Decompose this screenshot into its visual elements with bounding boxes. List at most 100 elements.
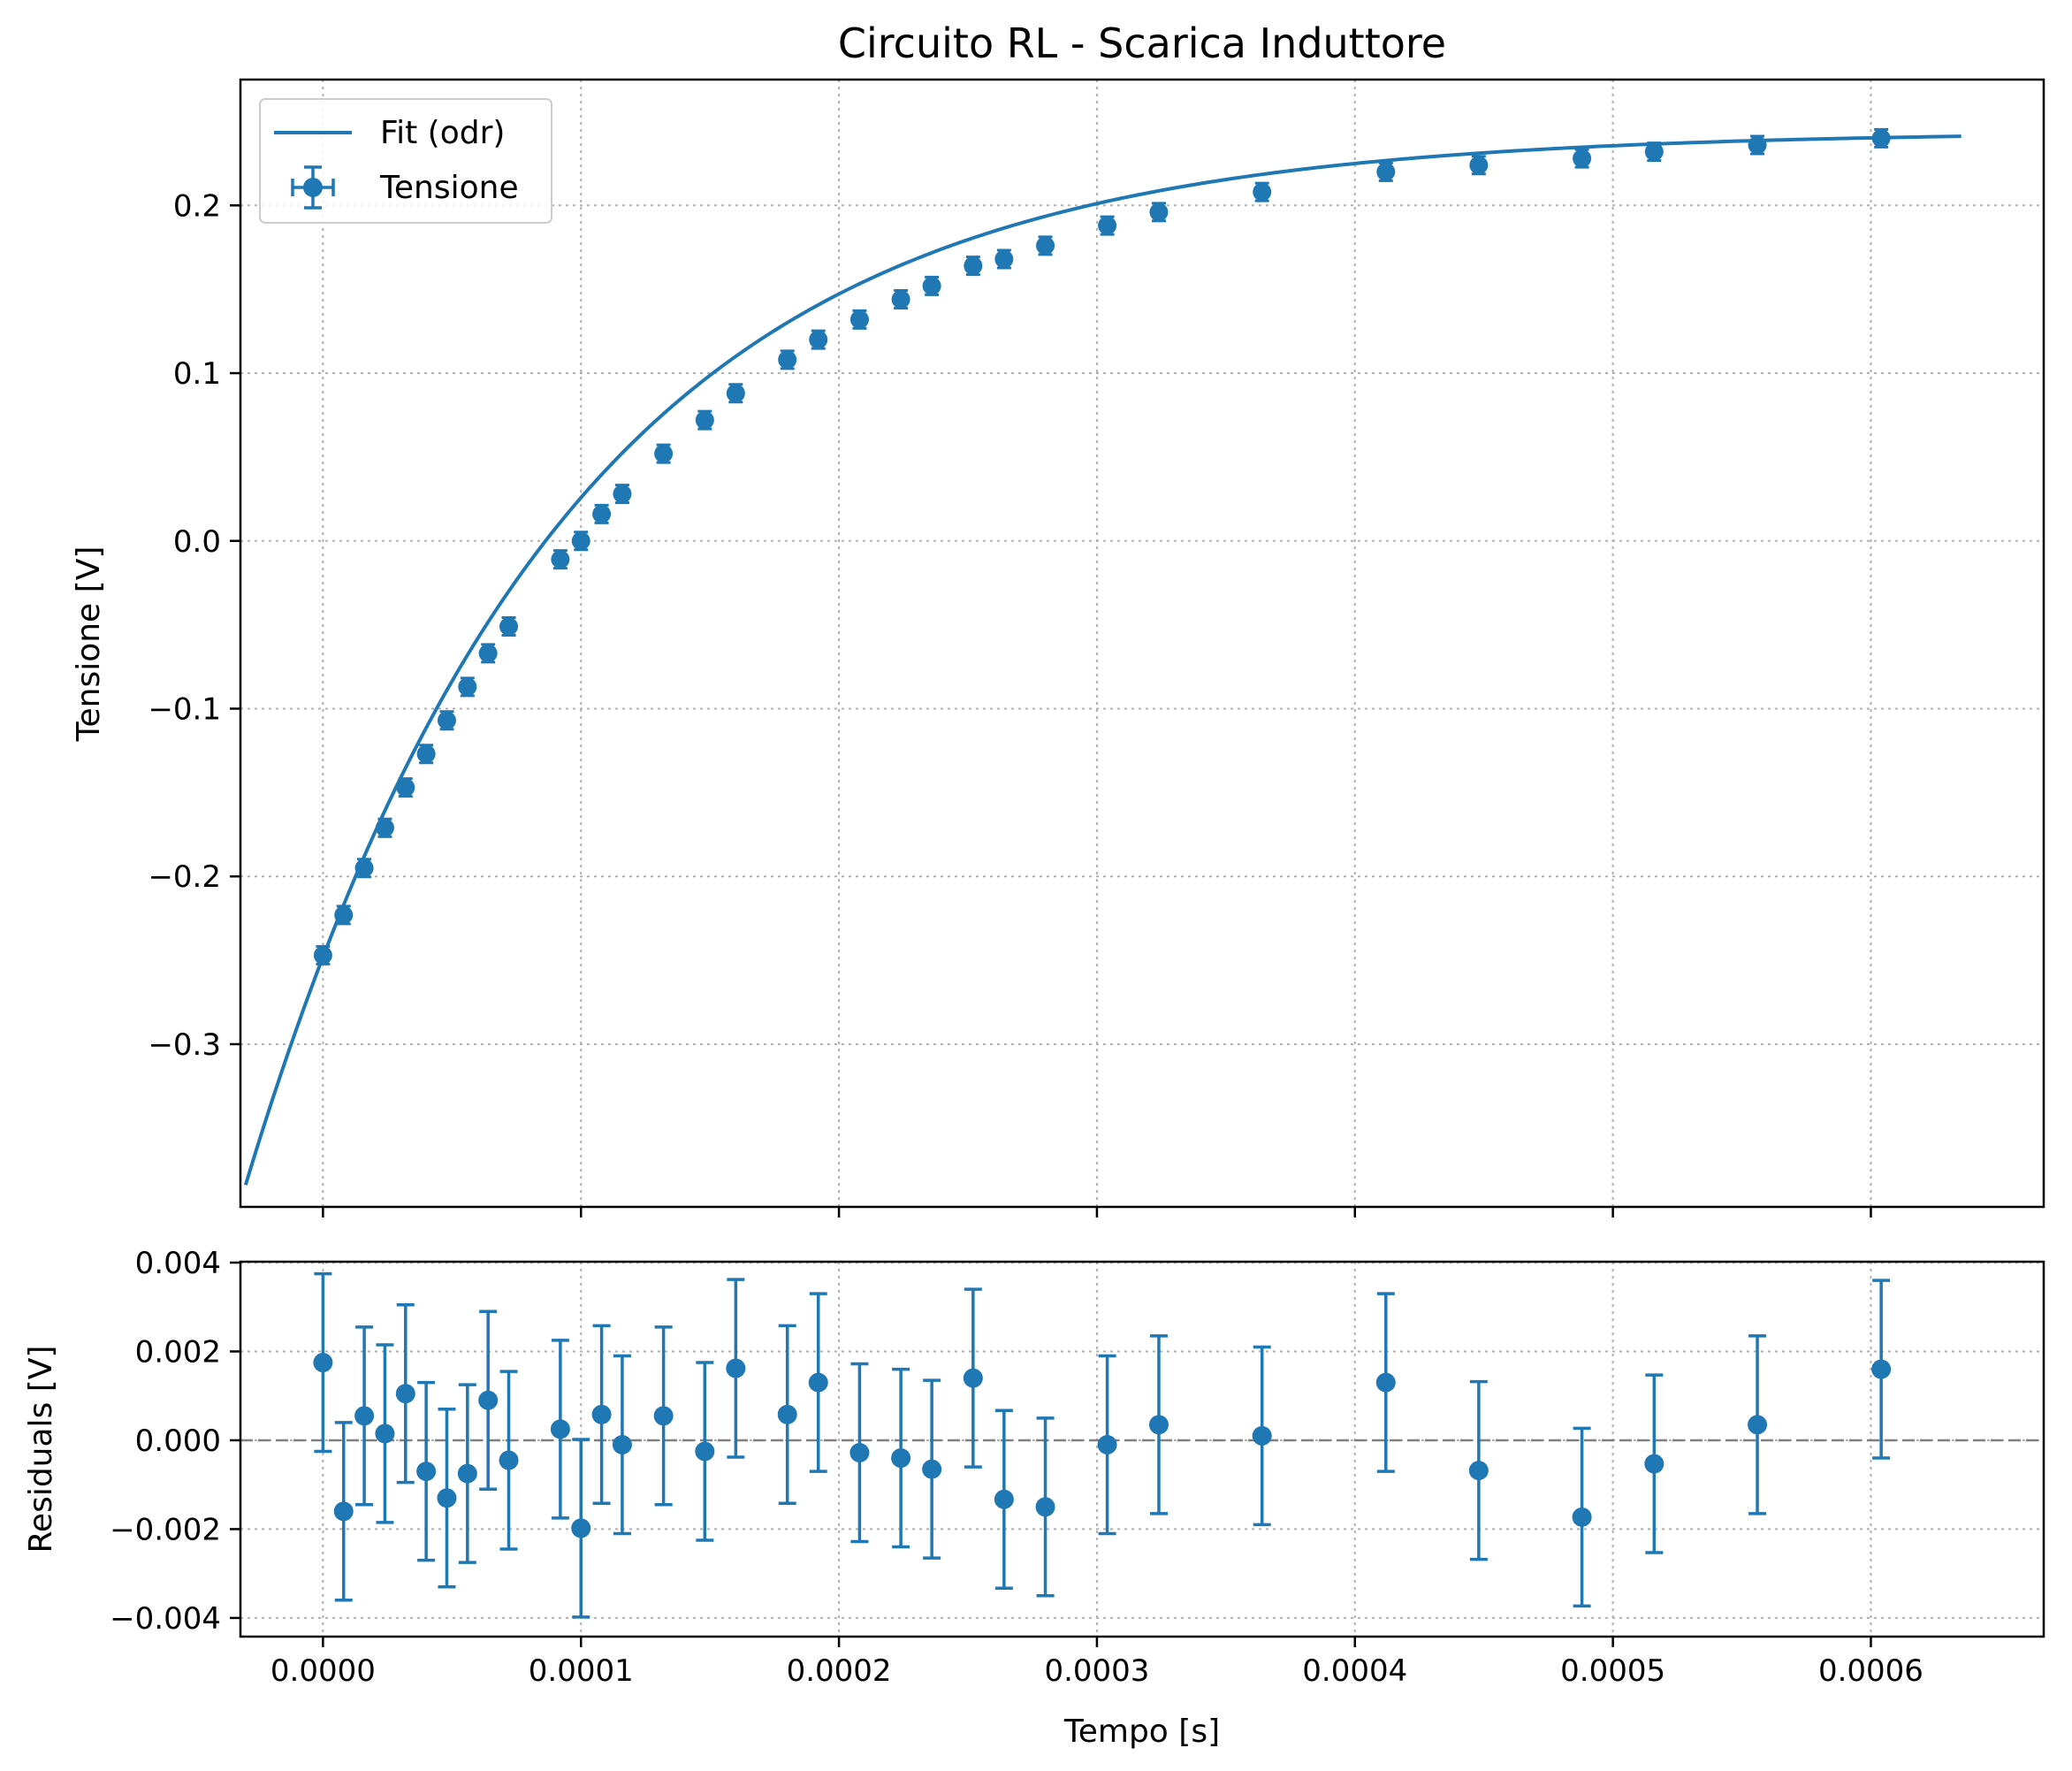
residual-points-layer: [313, 1271, 1892, 1619]
residual-point: [313, 1271, 333, 1454]
data-point: [313, 944, 332, 966]
data-point: [1644, 141, 1664, 163]
residuals-y-ticks: 0.004 0.002 0.000 −0.002 −0.004: [110, 1246, 240, 1637]
residual-point: [695, 1361, 715, 1542]
x-tick-label: 0.0001: [529, 1653, 634, 1689]
residual-y-tick-label: −0.002: [110, 1512, 221, 1547]
residual-point: [478, 1309, 499, 1491]
residual-point: [457, 1383, 477, 1564]
residual-y-tick-label: 0.004: [135, 1246, 221, 1281]
data-point: [613, 484, 632, 505]
residual-point: [1252, 1345, 1272, 1527]
x-tick-label: 0.0005: [1560, 1653, 1665, 1689]
residual-point: [375, 1343, 395, 1524]
y-tick-label: 0.0: [173, 524, 221, 560]
residual-point: [499, 1370, 519, 1551]
residual-y-tick-label: 0.000: [135, 1424, 221, 1459]
data-point: [1871, 127, 1891, 149]
residual-point: [891, 1367, 911, 1549]
main-plot-frame: [239, 78, 2045, 1209]
residual-point: [1572, 1426, 1592, 1608]
data-point: [396, 777, 415, 798]
residual-point: [1035, 1416, 1055, 1598]
data-point: [922, 275, 941, 296]
residual-point: [1871, 1279, 1892, 1460]
x-tick-label: 0.0003: [1044, 1653, 1149, 1689]
residuals-panel: 0.0000 0.0001 0.0002 0.0003 0.0004 0.0005 0.00…: [23, 1246, 2045, 1750]
residual-point: [777, 1324, 797, 1506]
data-point: [695, 409, 714, 431]
data-point: [592, 503, 612, 524]
data-point: [809, 329, 828, 350]
y-axis-label: Tensione [V]: [71, 546, 107, 743]
data-point: [416, 744, 436, 765]
residual-point: [416, 1380, 437, 1562]
data-point: [994, 248, 1014, 270]
data-point: [1036, 235, 1055, 256]
residuals-x-ticks: 0.0000 0.0001 0.0002 0.0003 0.0004 0.0005 0.00…: [270, 1637, 1923, 1689]
residual-point: [808, 1292, 828, 1473]
y-tick-label: −0.2: [148, 859, 221, 895]
x-tick-label: 0.0000: [270, 1653, 376, 1689]
residual-point: [395, 1302, 415, 1485]
main-plot-x-ticks: [322, 1207, 1872, 1218]
fit-curve: [243, 134, 1962, 1186]
x-axis-label: Tempo [s]: [1063, 1714, 1220, 1750]
residual-point: [571, 1438, 591, 1619]
y-tick-label: 0.2: [173, 188, 221, 224]
legend-tensione-swatch: [291, 165, 335, 210]
main-plot-panel: 0.2 0.1 0.0 −0.1 −0.2 −0.3 Circuito RL - Scar…: [71, 19, 2045, 1218]
data-point: [964, 256, 983, 277]
residuals-frame: [239, 1260, 2045, 1638]
residual-y-tick-label: 0.002: [135, 1334, 221, 1370]
data-point: [571, 531, 590, 552]
residual-point: [1148, 1334, 1169, 1515]
data-point: [1098, 215, 1117, 236]
residual-point: [726, 1278, 746, 1459]
chart-title: Circuito RL - Scarica Induttore: [838, 19, 1446, 67]
data-point: [1748, 134, 1767, 156]
data-point: [437, 710, 456, 731]
residual-y-tick-label: −0.004: [110, 1601, 221, 1637]
residual-point: [550, 1339, 570, 1520]
legend-tensione-label: Tensione: [379, 170, 519, 206]
data-point: [375, 817, 394, 838]
residual-point: [354, 1325, 375, 1507]
y-tick-label: −0.1: [148, 691, 221, 727]
residual-point: [653, 1325, 674, 1507]
data-point: [499, 616, 519, 637]
residual-point: [922, 1378, 942, 1560]
fit-curve-layer: [243, 134, 1962, 1186]
data-point: [654, 443, 674, 464]
residual-point: [1375, 1292, 1396, 1473]
residual-point: [1748, 1334, 1768, 1515]
data-point: [1469, 155, 1489, 176]
y-tick-label: 0.1: [173, 356, 221, 392]
data-point: [778, 349, 797, 370]
residual-point: [1644, 1373, 1664, 1554]
residual-point: [437, 1408, 457, 1589]
residual-point: [333, 1421, 354, 1602]
data-point: [849, 309, 869, 330]
residual-point: [994, 1408, 1014, 1590]
data-point: [1253, 181, 1272, 202]
residual-point: [612, 1354, 632, 1536]
residual-point: [963, 1287, 983, 1469]
data-point: [334, 905, 354, 926]
residual-point: [1468, 1379, 1489, 1561]
data-point: [551, 549, 570, 570]
main-plot-y-ticks: 0.2 0.1 0.0 −0.1 −0.2 −0.3: [148, 188, 240, 1063]
data-point: [1376, 161, 1396, 182]
residual-point: [849, 1362, 870, 1544]
data-point: [726, 383, 745, 404]
data-point: [1573, 148, 1592, 169]
measurement-points-layer: [313, 127, 1891, 966]
legend: Fit (odr) Tensione: [259, 98, 552, 224]
data-point: [478, 643, 498, 664]
data-point: [458, 676, 477, 698]
x-tick-label: 0.0004: [1302, 1653, 1407, 1689]
legend-fit-label: Fit (odr): [380, 115, 505, 151]
data-point: [354, 858, 374, 879]
data-point: [1149, 202, 1169, 223]
